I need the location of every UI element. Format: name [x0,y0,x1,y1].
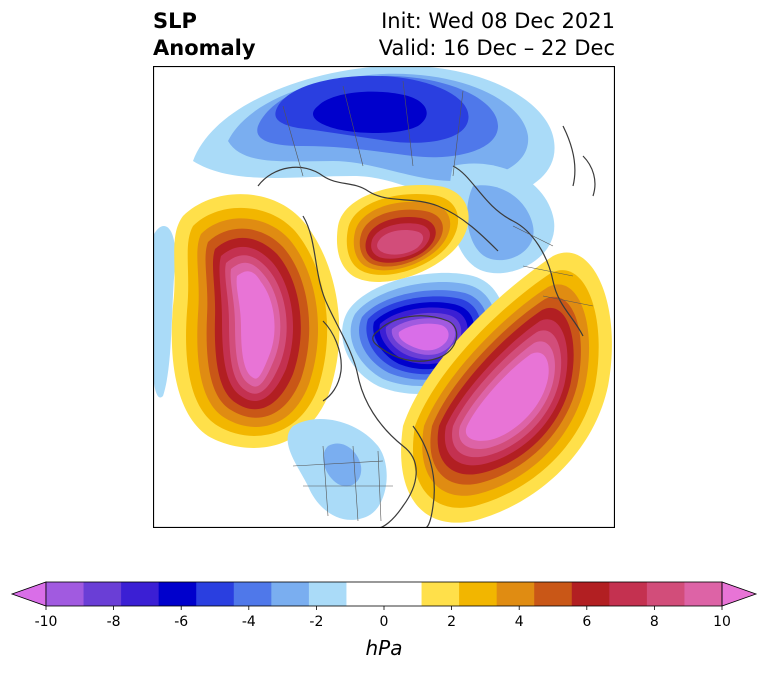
positive-anomaly-siberia-arctic [336,185,469,282]
map-panel [153,66,615,528]
colorbar-segment [46,582,85,606]
positive-anomaly-north-pacific [171,194,340,448]
valid-range: Valid: 16 Dec – 22 Dec [378,36,615,60]
colorbar-segment [421,582,460,606]
init-date: Init: Wed 08 Dec 2021 [381,9,615,33]
negative-anomaly-west-edge [153,226,176,398]
colorbar-segment [308,582,347,606]
colorbar-segment [83,582,122,606]
colorbar-tick-label: -6 [174,614,189,630]
colorbar-segment [496,582,535,606]
colorbar-tick-label: -2 [309,614,324,630]
colorbar-segment [233,582,272,606]
colorbar [0,570,768,670]
title-subvariable: Anomaly [153,36,256,60]
colorbar-segment [684,582,723,606]
colorbar-scale [10,581,758,610]
colorbar-segment [459,582,498,606]
colorbar-segment [121,582,160,606]
colorbar-segment [196,582,235,606]
colorbar-segment [646,582,685,606]
title-left: SLP Anomaly [153,8,256,62]
colorbar-tick-label: -8 [106,614,121,630]
colorbar-segment [384,582,423,606]
title-right: Init: Wed 08 Dec 2021 Valid: 16 Dec – 22… [379,8,615,62]
coastlines [257,125,596,528]
positive-anomaly-north-atlantic [401,252,612,523]
colorbar-segment [346,582,385,606]
colorbar-tick-label: 8 [649,614,659,630]
colorbar-tick-label: -10 [34,614,58,630]
colorbar-segment [609,582,648,606]
colorbar-max-arrow [721,581,758,607]
colorbar-tick-label: 10 [713,614,731,630]
colorbar-tick-label: 6 [582,614,592,630]
colorbar-min-arrow [10,581,47,607]
colorbar-segment [271,582,310,606]
slp-anomaly-map [153,66,615,528]
colorbar-tick-label: 2 [447,614,457,630]
colorbar-unit-label: hPa [365,636,403,660]
map-border [153,66,615,528]
political-borders [282,80,594,522]
colorbar-tick-label: 0 [379,614,389,630]
colorbar-tick-label: 4 [514,614,524,630]
colorbar-segment [158,582,197,606]
colorbar-tick-label: -4 [241,614,256,630]
colorbar-segment [571,582,610,606]
colorbar-segment [534,582,573,606]
title-variable: SLP [153,9,197,33]
negative-anomaly-east-band [449,163,555,274]
negative-anomaly-western-us [287,418,387,520]
